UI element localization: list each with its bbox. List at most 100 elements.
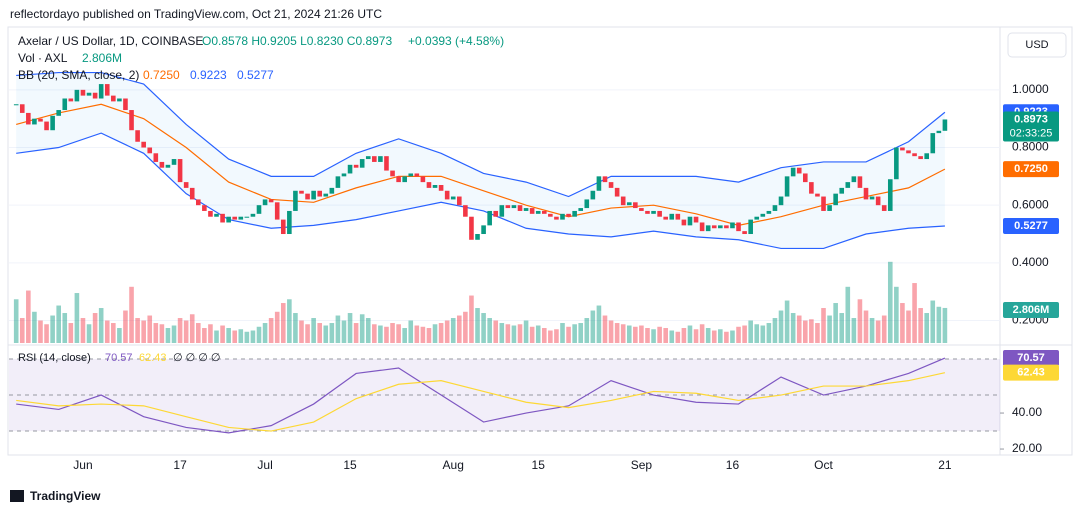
countdown: 02:33:25 [1010,127,1053,139]
volume-bar [293,313,298,343]
bb-band-fill [16,72,945,249]
candle-body [796,167,802,174]
candle-body [718,225,723,229]
volume-bar [287,299,292,343]
candle-body [693,216,699,223]
candle-body [438,185,444,191]
volume-bar [839,313,845,343]
volume-bar [827,315,832,343]
chart-frame [7,26,1073,456]
volume-bar [924,313,929,343]
volume-bar [906,310,911,343]
volume-bar [438,323,444,343]
volume-bar [426,328,432,343]
volume-bar [790,313,796,343]
volume-bar [26,290,31,343]
volume-bar [317,323,322,343]
candle-body [790,167,796,177]
volume-bar [384,326,389,343]
volume-bar [305,324,310,343]
volume-bar [274,311,280,343]
volume-bar [68,323,74,343]
candle-body [748,219,753,235]
candle-body [457,196,462,206]
candle-body [469,216,474,240]
volume-bar [705,328,711,343]
candle-body [141,141,146,148]
volume-bar [851,318,857,343]
volume-bar [111,323,116,343]
volume-bar [784,300,790,343]
candle-body [359,159,365,168]
rsi-tag-bg [1003,350,1059,367]
x-tick-label: 15 [532,458,546,472]
volume-bar [633,326,638,343]
brand-logo [10,490,24,502]
candle-body [626,202,632,206]
candle-body [299,190,304,194]
volume-bar [620,324,626,343]
candle-body [754,216,760,220]
candle-body [863,187,869,200]
volume-bar [329,323,335,343]
candle-body [930,133,936,154]
volume-bar [815,323,820,343]
y-tick-label: 0.6000 [1012,197,1049,211]
volume-bar [639,325,644,343]
volume-bar [208,324,213,343]
x-tick-label: Sep [631,458,653,472]
candle-body [232,216,238,220]
candle-body [578,208,584,211]
volume-bar [341,320,347,343]
volume-bar [372,324,377,343]
candle-body [906,150,911,154]
candle-body [869,196,875,200]
volume-bar [214,330,219,343]
volume-bar [147,315,153,343]
volume-bar [833,303,838,343]
volume-bar [675,331,681,343]
candle-body [123,98,128,111]
ohlc-legend: O0.8578 H0.9205 L0.8230 C0.8973 [202,34,392,48]
volume-bar [493,320,499,343]
candle-body [32,118,37,125]
candle-body [98,84,104,99]
candle-body [924,153,929,160]
candle-body [493,210,499,217]
volume-bar [244,331,250,343]
candle-body [614,187,620,197]
candle-body [256,205,262,214]
candle-body [129,110,134,131]
volume-bar [189,314,195,343]
candle-body [942,119,948,131]
volume-bar [135,318,140,343]
candle-body [347,164,353,174]
change-legend: +0.0393 (+4.58%) [408,34,504,48]
x-tick-label: 16 [726,458,740,472]
candle-body [341,173,347,177]
labels: Axelar / US Dollar, 1D, COINBASE O0.8578… [10,34,1059,503]
candle-body [900,147,905,151]
candle-body [117,98,122,102]
currency-label[interactable]: USD [1025,39,1048,51]
x-tick-label: Aug [443,458,464,472]
candle-body [936,130,942,134]
candle-body [487,210,492,226]
candle-body [821,196,826,211]
candle-body [92,92,98,99]
candle-body [208,210,213,217]
volume-bar [766,323,772,343]
candle-body [705,225,711,232]
candle-body [657,210,662,217]
volume-bar [129,286,134,343]
candle-body [19,104,25,113]
volume-bar [153,323,159,343]
currency-button[interactable] [1007,32,1067,58]
volume-bar [165,328,171,343]
last-price-tag-bg [1003,111,1059,142]
volume-bar [626,325,632,343]
volume-bar [602,315,608,343]
candle-body [177,159,183,183]
volume-bar [796,315,802,343]
volume-bar [262,323,268,343]
